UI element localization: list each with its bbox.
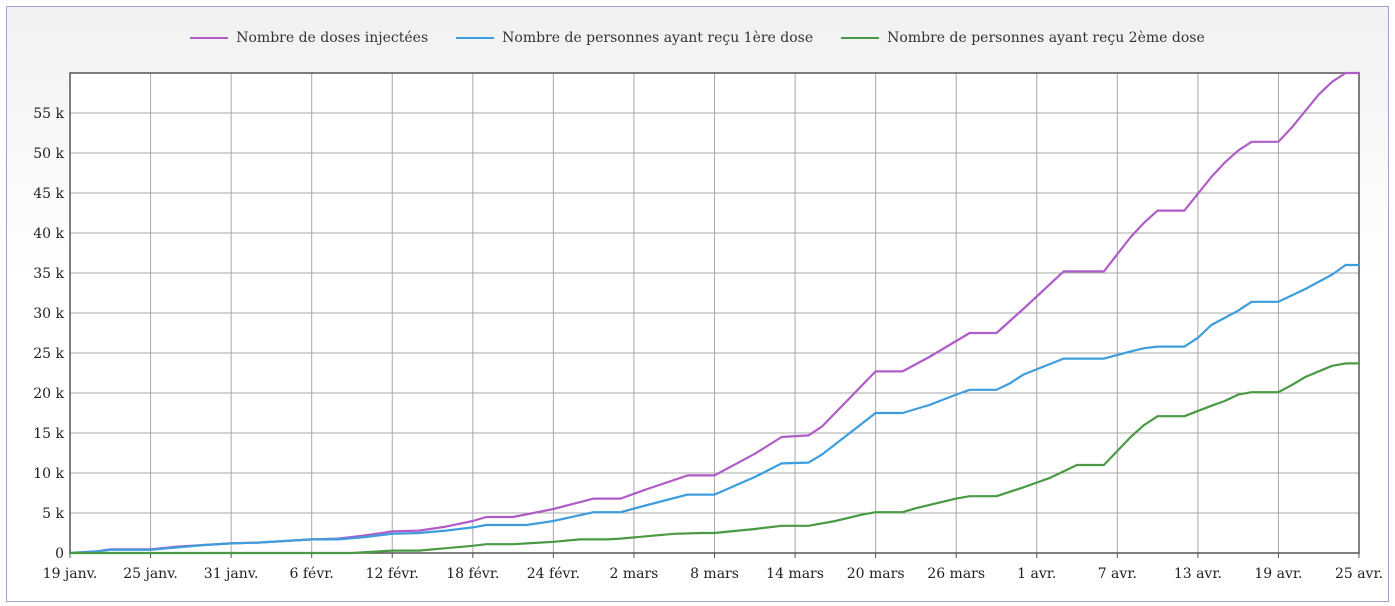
legend-label-second-dose: Nombre de personnes ayant reçu 2ème dose — [887, 30, 1205, 46]
grid — [69, 73, 1360, 554]
x-tick-label: 2 mars — [610, 566, 659, 582]
tick-labels: 0 5 k 10 k 15 k 20 k 25 k 30 k 35 k 40 k 45 k 50 k… — [33, 106, 1383, 582]
y-tick-label: 15 k — [33, 426, 64, 442]
y-tick-label: 5 k — [42, 506, 64, 522]
axes — [69, 72, 1360, 558]
legend-swatch-second-dose — [841, 37, 880, 39]
legend-item-doses[interactable]: Nombre de doses injectées — [190, 30, 428, 46]
x-tick-label: 19 avr. — [1254, 566, 1302, 582]
y-tick-label: 10 k — [33, 466, 64, 482]
legend-swatch-doses — [190, 37, 229, 39]
x-tick-label: 19 janv. — [43, 566, 98, 582]
y-tick-label: 20 k — [33, 386, 64, 402]
x-tick-label: 25 janv. — [123, 566, 178, 582]
x-tick-label: 24 févr. — [527, 566, 580, 582]
chart-legend: Nombre de doses injectées Nombre de pers… — [0, 30, 1395, 46]
y-tick-label: 40 k — [33, 226, 64, 242]
y-tick-label: 25 k — [33, 346, 64, 362]
plot-border — [69, 72, 1360, 554]
x-tick-label: 7 avr. — [1098, 566, 1137, 582]
y-tick-label: 35 k — [33, 266, 64, 282]
y-tick-label: 50 k — [33, 146, 64, 162]
series-line-1[interactable] — [68, 263, 1361, 555]
x-tick-label: 20 mars — [847, 566, 905, 582]
legend-swatch-first-dose — [456, 37, 495, 39]
y-tick-label: 45 k — [33, 186, 64, 202]
x-tick-label: 12 févr. — [366, 566, 419, 582]
x-tick-label: 26 mars — [927, 566, 985, 582]
legend-item-second-dose[interactable]: Nombre de personnes ayant reçu 2ème dose — [841, 30, 1205, 46]
x-tick-label: 1 avr. — [1017, 566, 1056, 582]
x-tick-label: 31 janv. — [204, 566, 259, 582]
x-tick-label: 6 févr. — [290, 566, 334, 582]
x-tick-label: 13 avr. — [1174, 566, 1222, 582]
y-tick-label: 30 k — [33, 306, 64, 322]
x-tick-label: 18 févr. — [446, 566, 499, 582]
x-tick-label: 8 mars — [690, 566, 739, 582]
legend-label-doses: Nombre de doses injectées — [236, 30, 429, 46]
x-tick-label: 25 avr. — [1335, 566, 1383, 582]
series-lines — [68, 71, 1361, 555]
legend-label-first-dose: Nombre de personnes ayant reçu 1ère dose — [502, 30, 814, 46]
series-line-2[interactable] — [68, 362, 1361, 555]
y-tick-label: 55 k — [33, 106, 64, 122]
x-tick-label: 14 mars — [766, 566, 824, 582]
legend-item-first-dose[interactable]: Nombre de personnes ayant reçu 1ère dose — [456, 30, 813, 46]
y-tick-label: 0 — [55, 546, 64, 562]
